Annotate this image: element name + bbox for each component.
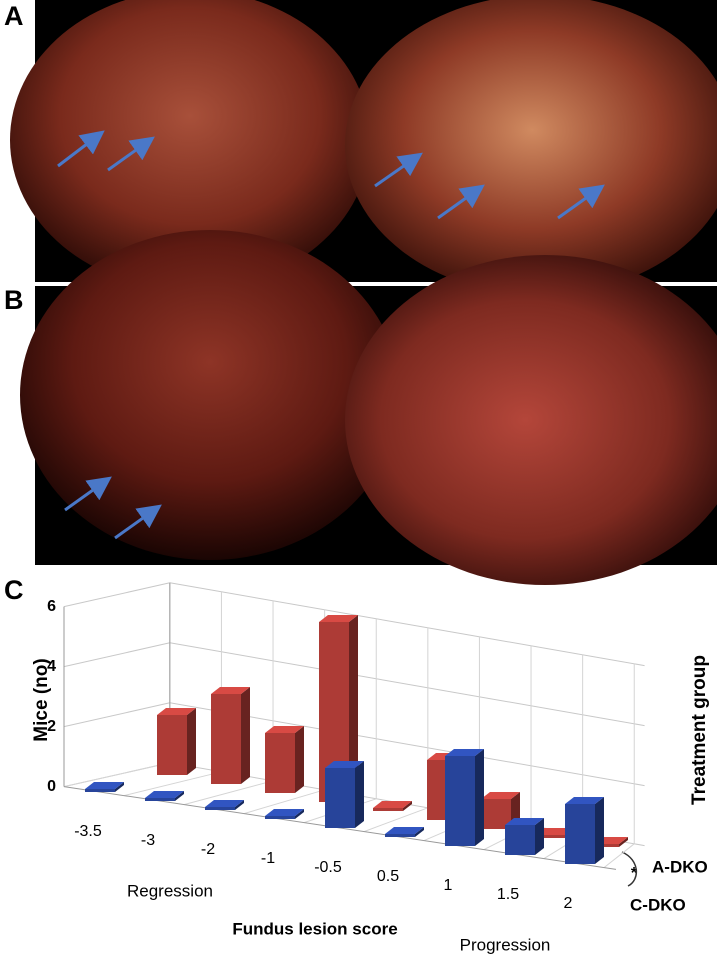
bar-side: [295, 726, 304, 793]
panel-label: B: [4, 285, 24, 315]
panel-label: C: [4, 575, 24, 605]
bar-top: [265, 726, 304, 733]
legend-brace: [621, 851, 637, 887]
bar-top: [373, 801, 412, 808]
y-tick-label: 6: [47, 598, 56, 615]
bar-top: [505, 818, 544, 825]
bar-side: [595, 797, 604, 864]
floor-line: [63, 762, 170, 788]
legend-title: Treatment group: [689, 655, 710, 805]
bar-side: [355, 761, 364, 828]
bar-top: [385, 827, 424, 834]
bar-front: [85, 789, 115, 792]
grid-line: [169, 642, 645, 727]
grid-line: [169, 582, 645, 667]
x-tick-label: 1.5: [497, 886, 519, 903]
bar-side: [235, 800, 244, 810]
bar-front: [205, 807, 235, 810]
x-annotation: Regression: [127, 881, 213, 900]
bar-front: [445, 756, 475, 846]
y-tick-label: 4: [47, 658, 56, 675]
bar-side: [115, 782, 124, 792]
bar-front: [565, 804, 595, 864]
bar-side: [175, 791, 184, 801]
bar-side: [403, 801, 412, 811]
bar: [205, 800, 244, 810]
bar-side: [619, 837, 628, 847]
legend-label: A-DKO: [652, 857, 708, 876]
bar-top: [319, 615, 358, 622]
bar-top: [445, 749, 484, 756]
bar: [505, 818, 544, 855]
bar-top: [157, 708, 196, 715]
floor-line: [123, 771, 222, 797]
bar-front: [157, 715, 187, 775]
grid-line: [63, 642, 170, 668]
bar-top: [85, 782, 124, 789]
bar: [325, 761, 364, 828]
x-tick-label: 2: [564, 895, 573, 912]
bar-front: [145, 798, 175, 801]
bar: [85, 782, 124, 792]
y-tick-label: 2: [47, 718, 56, 735]
grid-line: [63, 582, 170, 608]
bar: [385, 827, 424, 837]
bar-front: [481, 799, 511, 829]
x-tick-label: -3.5: [74, 823, 102, 840]
bar-top: [325, 761, 364, 768]
bar: [565, 797, 604, 864]
bar-top: [211, 687, 250, 694]
x-tick-label: 1: [444, 877, 453, 894]
bar-top: [205, 800, 244, 807]
bar-side: [415, 827, 424, 837]
bar: [445, 749, 484, 846]
floor-line: [243, 789, 325, 815]
x-tick-label: -0.5: [314, 859, 342, 876]
bar-side: [535, 818, 544, 855]
bar-side: [349, 615, 358, 802]
bar: [157, 708, 196, 775]
bar: [265, 809, 304, 819]
bar-front: [211, 694, 241, 784]
bar: [265, 726, 304, 793]
bar-side: [187, 708, 196, 775]
floor-line: [183, 780, 274, 806]
bar-side: [475, 749, 484, 846]
x-axis-title: Fundus lesion score: [232, 919, 397, 938]
floor-line: [603, 843, 635, 868]
bar-top: [265, 809, 304, 816]
bar-side: [295, 809, 304, 819]
photo-b: [20, 230, 717, 585]
bar-top: [565, 797, 604, 804]
bar: [145, 791, 184, 801]
bar-top: [481, 792, 520, 799]
grid-line: [63, 702, 170, 728]
bar: [373, 801, 412, 811]
bar-front: [265, 816, 295, 819]
x-tick-label: 0.5: [377, 868, 399, 885]
bar-top: [535, 828, 574, 835]
y-axis-title: Mice (no): [31, 658, 52, 741]
bar-front: [505, 825, 535, 855]
bar: [211, 687, 250, 784]
x-annotation: Progression: [460, 935, 551, 954]
x-tick-label: -2: [201, 841, 215, 858]
bar-front: [325, 768, 355, 828]
photo-a: [10, 0, 717, 295]
x-tick-label: -1: [261, 850, 275, 867]
bar-side: [241, 687, 250, 784]
bar-front: [373, 808, 403, 811]
bar-front: [385, 834, 415, 837]
bar-front: [265, 733, 295, 793]
significance-mark: *: [631, 865, 638, 882]
panel-label: A: [4, 1, 24, 31]
floor-line: [363, 807, 429, 833]
bar-top: [145, 791, 184, 798]
y-tick-label: 0: [47, 778, 56, 795]
legend-label: C-DKO: [630, 895, 686, 914]
x-tick-label: -3: [141, 832, 155, 849]
bar-front: [535, 835, 565, 838]
